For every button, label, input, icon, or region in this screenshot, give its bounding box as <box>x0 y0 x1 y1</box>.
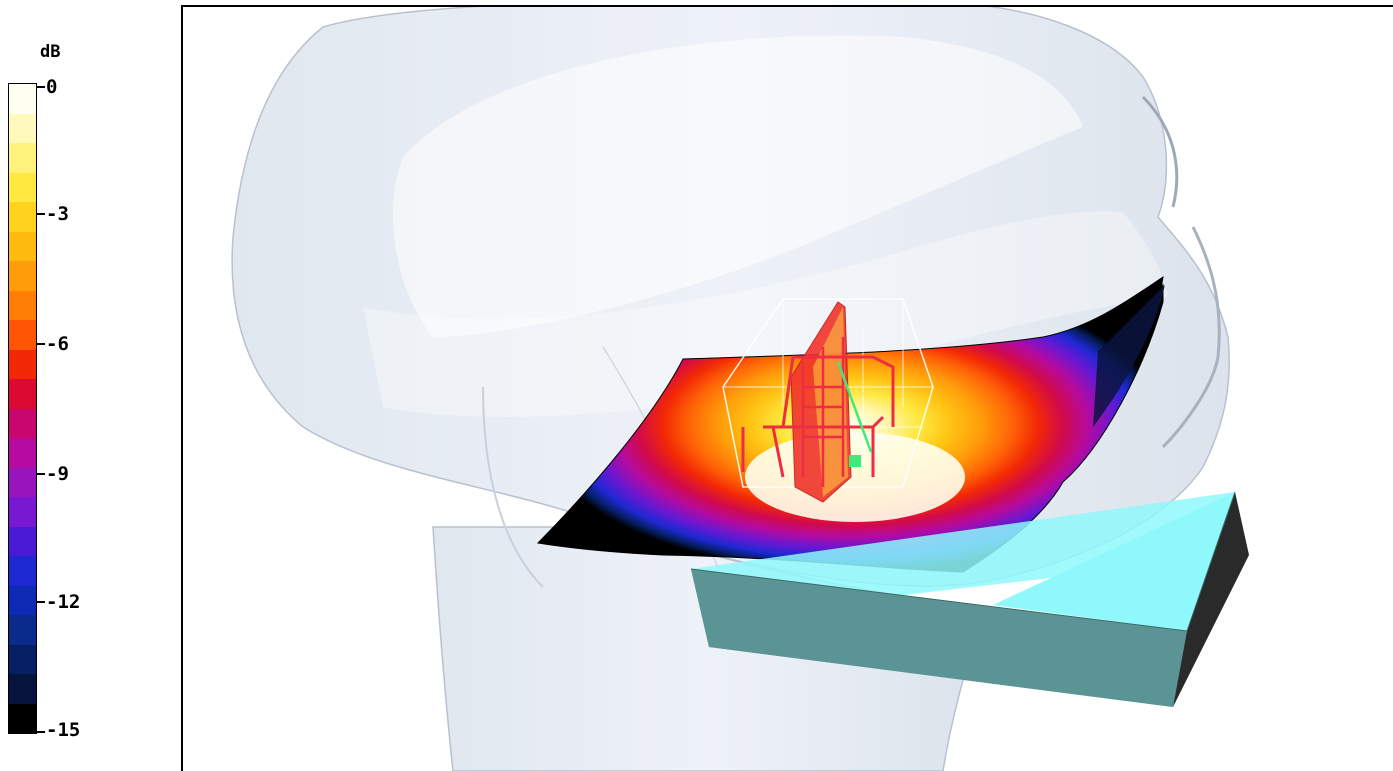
colorbar-tick <box>37 213 45 215</box>
colorbar-tick <box>37 601 45 603</box>
phone-side-face <box>1173 492 1249 707</box>
colorbar-tick-label: -15 <box>46 719 81 741</box>
colorbar-legend: dB 0 -3 -6 -9 -12 -15 <box>0 0 178 771</box>
3d-viewport[interactable] <box>181 5 1393 771</box>
colorbar-segment <box>9 349 36 379</box>
colorbar-tick-label: 0 <box>46 76 58 98</box>
colorbar-segment <box>9 379 36 409</box>
colorbar-segment <box>9 172 36 202</box>
colorbar-segment <box>9 290 36 320</box>
colorbar-segment <box>9 674 36 704</box>
colorbar-segment <box>9 113 36 143</box>
probe-red-ladder <box>801 337 845 487</box>
colorbar-segment <box>9 261 36 291</box>
phone-front-face-lower <box>691 569 1187 707</box>
colorbar-segment <box>9 526 36 556</box>
sar-patch-right-flap <box>1093 285 1165 427</box>
colorbar-tick-label: -9 <box>46 463 69 485</box>
phone-edges <box>690 491 1236 632</box>
face-edge-lower <box>1161 226 1221 449</box>
colorbar-segment <box>9 438 36 468</box>
ear-outline <box>482 386 544 588</box>
colorbar-tick-label: -12 <box>46 591 81 613</box>
colorbar-tick-label: -3 <box>46 203 69 225</box>
skull-highlight <box>393 35 1083 337</box>
probe-wireframe <box>722 298 934 503</box>
sar-surface-patch <box>536 275 1164 573</box>
face-edge-upper <box>1141 95 1179 208</box>
colorbar-segment <box>9 84 36 114</box>
colorbar-tick <box>37 343 45 345</box>
probe-green-axis <box>836 361 873 453</box>
colorbar-segment <box>9 615 36 645</box>
colorbar-segment <box>9 202 36 232</box>
colorbar-segment <box>9 467 36 497</box>
colorbar-segment <box>9 703 36 733</box>
colorbar-tick <box>37 731 45 733</box>
colorbar-segment <box>9 231 36 261</box>
colorbar-segment <box>9 644 36 674</box>
colorbar-segment <box>9 556 36 586</box>
colorbar-tick-label: -6 <box>46 333 69 355</box>
colorbar-segment <box>9 408 36 438</box>
colorbar-unit-label: dB <box>40 42 61 62</box>
colorbar-segment <box>9 320 36 350</box>
colorbar-tick <box>37 86 45 88</box>
scene-svg <box>231 7 1249 771</box>
brow-band <box>363 211 1168 417</box>
colorbar-scale <box>8 83 37 734</box>
colorbar-segment <box>9 497 36 527</box>
phone-model <box>690 491 1249 707</box>
probe-red-frame <box>741 355 895 478</box>
colorbar-segment <box>9 143 36 173</box>
phone-top-face-right <box>993 492 1249 631</box>
sar-surface <box>536 275 1165 573</box>
probe-green-marker <box>849 455 861 467</box>
colorbar-tick <box>37 473 45 475</box>
colorbar-segment <box>9 585 36 615</box>
